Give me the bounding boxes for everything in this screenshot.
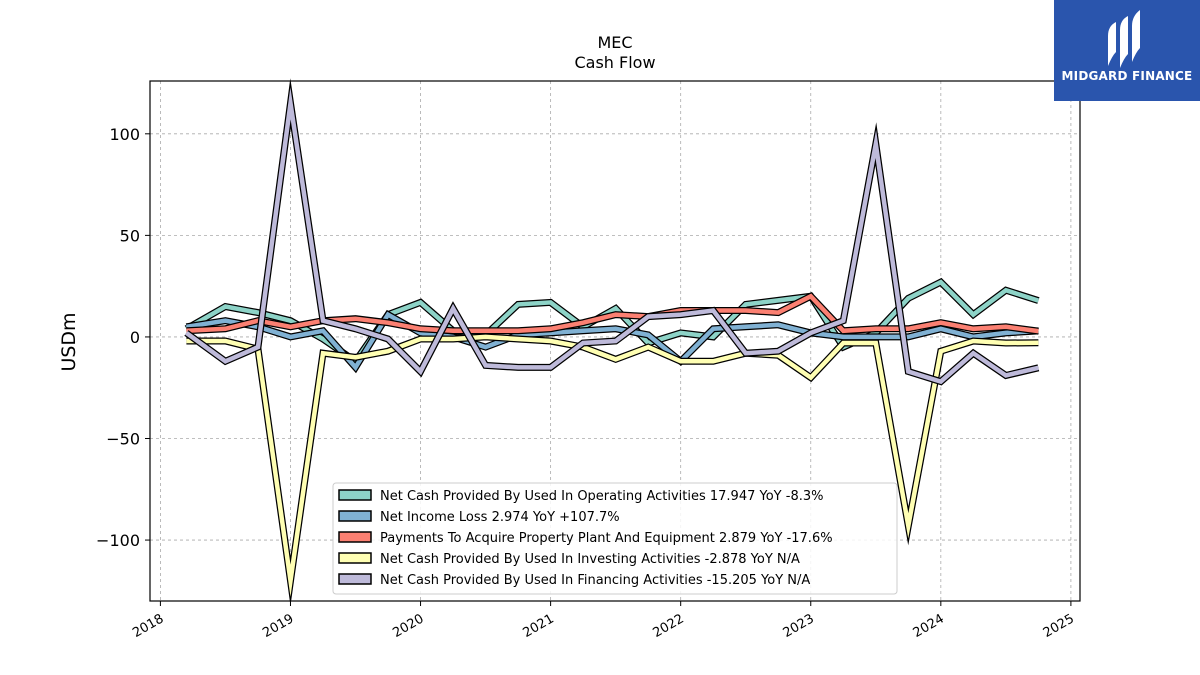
x-tick-label: 2022 — [651, 611, 687, 641]
logo-text: MIDGARD FINANCE — [1061, 69, 1193, 83]
brand-logo: MIDGARD FINANCE — [1054, 0, 1200, 101]
x-tick-label: 2019 — [260, 611, 296, 641]
legend-swatch — [338, 552, 372, 564]
legend-swatch — [338, 573, 372, 585]
x-tick-label: 2018 — [130, 611, 166, 641]
legend-swatch — [338, 510, 372, 522]
x-tick-label: 2025 — [1041, 611, 1077, 641]
series-5 — [184, 78, 1040, 386]
legend-swatch — [338, 489, 372, 501]
legend-box — [332, 482, 898, 595]
x-tick-label: 2021 — [520, 611, 556, 641]
y-tick-label: −50 — [106, 430, 140, 449]
logo-mark-icon — [1108, 10, 1140, 68]
y-axis-label: USDm — [58, 312, 80, 371]
legend-entry: Net Income Loss 2.974 YoY +107.7% — [380, 510, 620, 525]
series-layer — [184, 78, 1040, 606]
legend-entry: Net Cash Provided By Used In Financing A… — [380, 573, 810, 588]
x-tick-label: 2023 — [781, 611, 817, 641]
y-tick-label: 100 — [109, 125, 140, 144]
y-tick-label: −100 — [96, 531, 140, 550]
legend: Net Cash Provided By Used In Operating A… — [332, 482, 898, 595]
series-4 — [186, 333, 1039, 606]
y-tick-label: 50 — [120, 226, 140, 245]
legend-entry: Net Cash Provided By Used In Operating A… — [380, 489, 823, 504]
chart-title: MEC — [597, 33, 632, 52]
plot-frame — [149, 80, 1081, 602]
series-line — [185, 87, 1039, 385]
x-tick-label: 2020 — [390, 611, 426, 641]
y-tick-label: 0 — [130, 328, 140, 347]
legend-swatch — [338, 531, 372, 543]
x-tick-label: 2024 — [911, 611, 947, 641]
series-line — [186, 334, 1039, 597]
series-line — [186, 311, 1039, 372]
legend-entry: Net Cash Provided By Used In Investing A… — [380, 552, 800, 567]
chart-subtitle: Cash Flow — [574, 53, 655, 72]
series-2 — [185, 309, 1039, 374]
legend-entry: Payments To Acquire Property Plant And E… — [380, 531, 833, 546]
